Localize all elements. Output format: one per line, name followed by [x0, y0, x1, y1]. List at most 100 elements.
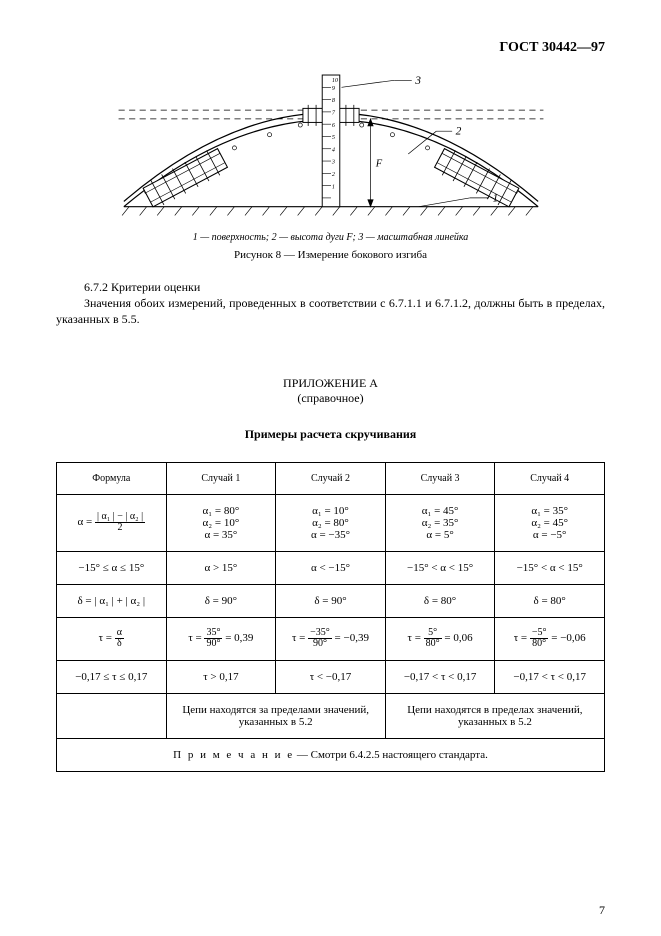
col-case1: Случай 1 [166, 462, 276, 494]
table-row: Цепи находятся за пределами значений, ук… [57, 693, 605, 738]
table-row: δ = | α₁ | + | α₂ | δ = 90° δ = 90° δ = … [57, 584, 605, 617]
r1c3c: α = 5° [392, 529, 489, 541]
cell-r1-formula: α = | α₁ | − | α₂ |2 [57, 494, 167, 551]
appendix-title: ПРИЛОЖЕНИЕ А [56, 376, 605, 392]
r4c2-den: 90° [308, 639, 332, 650]
r1c3b: α₂ = 35° [392, 517, 489, 529]
svg-text:2: 2 [455, 126, 461, 138]
cell-r4-c3: τ = 5°80° = 0,06 [385, 617, 495, 660]
cell-r5-c3: −0,17 < τ < 0,17 [385, 660, 495, 693]
calc-table: Формула Случай 1 Случай 2 Случай 3 Случа… [56, 462, 605, 772]
cell-r4-c2: τ = −35°90° = −0,39 [276, 617, 386, 660]
r1c2a: α₁ = 10° [282, 505, 379, 517]
table-head-row: Формула Случай 1 Случай 2 Случай 3 Случа… [57, 462, 605, 494]
r1c1b: α₂ = 10° [173, 517, 270, 529]
legend-text-1: — поверхность; [198, 232, 272, 243]
cell-r4-c1: τ = 35°90° = 0,39 [166, 617, 276, 660]
cell-r3-c1: δ = 90° [166, 584, 276, 617]
r1c2c: α = −35° [282, 529, 379, 541]
doc-code: ГОСТ 30442—97 [56, 40, 605, 56]
r4-den: δ [115, 639, 124, 650]
col-case4: Случай 4 [495, 462, 605, 494]
cell-r6-left: Цепи находятся за пределами значений, ук… [166, 693, 385, 738]
appendix-ref: (справочное) [56, 391, 605, 407]
r1-pre: α = [78, 516, 95, 528]
r4c4-pre: τ = [514, 632, 530, 644]
r1c3a: α₁ = 45° [392, 505, 489, 517]
cell-r3-c3: δ = 80° [385, 584, 495, 617]
cell-r6-right: Цепи находятся в пределах значений, указ… [385, 693, 604, 738]
svg-text:3: 3 [330, 160, 334, 166]
r4c2-post: = −0,39 [335, 632, 369, 644]
section-6-7-2: 6.7.2 Критерии оценки Значения обоих изм… [56, 279, 605, 328]
cell-r5-f: −0,17 ≤ τ ≤ 0,17 [57, 660, 167, 693]
cell-r4-f: τ = αδ [57, 617, 167, 660]
table-note: П р и м е ч а н и е — Смотри 6.4.2.5 нас… [57, 738, 605, 771]
r1c4a: α₁ = 35° [501, 505, 598, 517]
section-body: Значения обоих измерений, проведенных в … [56, 295, 605, 327]
cell-r1-c2: α₁ = 10° α₂ = 80° α = −35° [276, 494, 386, 551]
r4c4-den: 80° [530, 639, 549, 650]
col-case2: Случай 2 [276, 462, 386, 494]
cell-r3-f: δ = | α₁ | + | α₂ | [57, 584, 167, 617]
r4-pre: τ = [99, 632, 115, 644]
legend-text-2: — высота дуги [277, 232, 347, 243]
section-heading: 6.7.2 Критерии оценки [56, 279, 605, 295]
svg-text:4: 4 [331, 147, 334, 153]
r1-den: 2 [95, 523, 145, 534]
svg-text:5: 5 [331, 135, 334, 141]
table-row: −15° ≤ α ≤ 15° α > 15° α < −15° −15° < α… [57, 551, 605, 584]
r1c1c: α = 35° [173, 529, 270, 541]
cell-r6-empty [57, 693, 167, 738]
r1c4c: α = −5° [501, 529, 598, 541]
cell-r2-c4: −15° < α < 15° [495, 551, 605, 584]
figure-8: 1098 765 432 1 F 1 2 3 [56, 68, 605, 261]
r4c3-pre: τ = [408, 632, 424, 644]
svg-text:3: 3 [414, 75, 421, 87]
cell-r5-c2: τ < −0,17 [276, 660, 386, 693]
legend-text-4: — масштабная линейка [363, 232, 468, 243]
figure-caption: Рисунок 8 — Измерение бокового изгиба [56, 249, 605, 261]
r4c1-post: = 0,39 [225, 632, 253, 644]
svg-text:1: 1 [331, 184, 334, 190]
cell-r1-c1: α₁ = 80° α₂ = 10° α = 35° [166, 494, 276, 551]
cell-r2-c1: α > 15° [166, 551, 276, 584]
r1c4b: α₂ = 45° [501, 517, 598, 529]
r1c1a: α₁ = 80° [173, 505, 270, 517]
col-case3: Случай 3 [385, 462, 495, 494]
figure-svg: 1098 765 432 1 F 1 2 3 [101, 68, 561, 226]
cell-r5-c4: −0,17 < τ < 0,17 [495, 660, 605, 693]
cell-r1-c4: α₁ = 35° α₂ = 45° α = −5° [495, 494, 605, 551]
page-number: 7 [599, 903, 605, 918]
cell-r2-c2: α < −15° [276, 551, 386, 584]
cell-r3-c2: δ = 90° [276, 584, 386, 617]
cell-r1-c3: α₁ = 45° α₂ = 35° α = 5° [385, 494, 495, 551]
r4c2-pre: τ = [292, 632, 308, 644]
svg-text:1: 1 [492, 192, 498, 204]
svg-text:8: 8 [331, 98, 334, 104]
svg-text:9: 9 [331, 86, 334, 92]
appendix-subtitle: Примеры расчета скручивания [56, 427, 605, 442]
svg-text:F: F [374, 158, 382, 169]
note-text: — Смотри 6.4.2.5 настоящего стандарта. [294, 749, 488, 761]
r4c3-post: = 0,06 [444, 632, 472, 644]
r4c4-post: = −0,06 [551, 632, 585, 644]
r4c3-den: 80° [424, 639, 442, 650]
table-row: τ = αδ τ = 35°90° = 0,39 τ = −35°90° [57, 617, 605, 660]
table-row: −0,17 ≤ τ ≤ 0,17 τ > 0,17 τ < −0,17 −0,1… [57, 660, 605, 693]
cell-r5-c1: τ > 0,17 [166, 660, 276, 693]
note-label: П р и м е ч а н и е [173, 749, 294, 761]
cell-r2-f: −15° ≤ α ≤ 15° [57, 551, 167, 584]
svg-text:10: 10 [331, 78, 337, 84]
appendix-heading: ПРИЛОЖЕНИЕ А (справочное) [56, 376, 605, 407]
figure-legend: 1 — поверхность; 2 — высота дуги F; 3 — … [56, 232, 605, 243]
cell-r4-c4: τ = −5°80° = −0,06 [495, 617, 605, 660]
col-formula: Формула [57, 462, 167, 494]
cell-r3-c4: δ = 80° [495, 584, 605, 617]
table-row: α = | α₁ | − | α₂ |2 α₁ = 80° α₂ = 10° α… [57, 494, 605, 551]
r4c1-den: 90° [204, 639, 222, 650]
r1c2b: α₂ = 80° [282, 517, 379, 529]
cell-r2-c3: −15° < α < 15° [385, 551, 495, 584]
r4c1-pre: τ = [188, 632, 204, 644]
svg-text:2: 2 [331, 172, 334, 178]
